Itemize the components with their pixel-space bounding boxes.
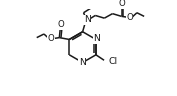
Text: O: O	[58, 20, 64, 29]
Text: Cl: Cl	[109, 57, 118, 66]
Text: O: O	[119, 0, 126, 8]
Text: N: N	[93, 34, 100, 43]
Text: O: O	[48, 34, 55, 43]
Text: N: N	[84, 15, 91, 24]
Text: O: O	[126, 13, 133, 22]
Text: N: N	[79, 58, 86, 67]
